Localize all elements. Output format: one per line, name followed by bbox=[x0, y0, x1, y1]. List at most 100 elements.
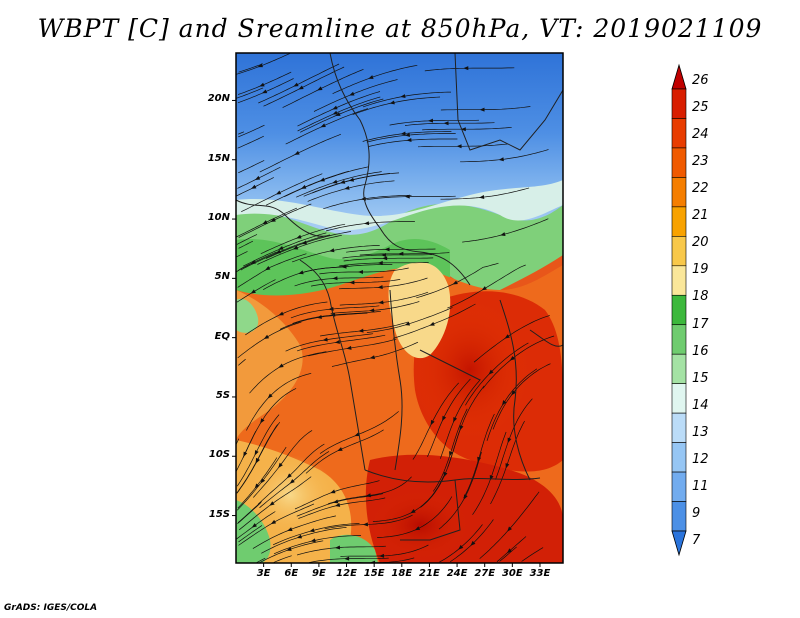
streamline bbox=[292, 310, 381, 324]
streamline bbox=[417, 143, 508, 148]
streamline bbox=[237, 131, 245, 135]
streamline-arrow bbox=[504, 334, 510, 339]
streamline-arrow bbox=[362, 522, 368, 527]
colorbar-top-arrow bbox=[671, 63, 687, 90]
streamline bbox=[265, 170, 349, 206]
streamline-arrow bbox=[459, 425, 464, 431]
streamline bbox=[236, 414, 280, 487]
streamline-arrow bbox=[456, 144, 462, 149]
streamline-arrow bbox=[442, 415, 447, 422]
streamline-arrow bbox=[479, 195, 485, 200]
streamline-arrow bbox=[275, 190, 282, 195]
streamline bbox=[320, 321, 409, 337]
streamline bbox=[416, 262, 499, 299]
streamline-arrow bbox=[332, 179, 338, 184]
streamline-arrow bbox=[337, 447, 343, 452]
streamline bbox=[424, 67, 515, 72]
streamline-arrow bbox=[296, 234, 302, 239]
streamline-arrow bbox=[278, 462, 283, 469]
colorbar-label: 22 bbox=[692, 181, 709, 197]
streamline-arrow bbox=[261, 89, 268, 94]
streamline bbox=[472, 431, 507, 515]
colorbar-segment bbox=[671, 236, 687, 267]
streamline-arrow bbox=[379, 553, 385, 558]
streamline-arrow bbox=[460, 127, 466, 132]
streamline-arrow bbox=[443, 121, 449, 126]
streamline-arrow bbox=[382, 256, 388, 261]
streamline bbox=[308, 338, 397, 357]
streamline-arrow bbox=[243, 451, 248, 457]
streamline-arrow bbox=[377, 285, 383, 290]
streamline bbox=[245, 301, 328, 336]
streamline-arrow bbox=[502, 400, 507, 406]
streamline bbox=[291, 245, 380, 263]
streamline bbox=[440, 187, 530, 200]
streamline-arrow bbox=[458, 544, 464, 550]
streamline bbox=[338, 277, 428, 290]
streamlines bbox=[236, 53, 555, 563]
streamline-arrow bbox=[254, 450, 259, 456]
streamline bbox=[330, 301, 420, 314]
streamline bbox=[496, 536, 527, 562]
streamline-arrow bbox=[344, 556, 350, 561]
streamline bbox=[439, 524, 483, 563]
streamline bbox=[236, 53, 290, 75]
colorbar-segment bbox=[671, 324, 687, 355]
streamline-arrow bbox=[334, 545, 341, 550]
streamline bbox=[290, 305, 380, 319]
streamline bbox=[297, 96, 381, 132]
axis-ticks bbox=[232, 99, 541, 567]
lat-tick-label: 5N bbox=[214, 271, 230, 283]
lat-tick-label: EQ bbox=[214, 330, 230, 342]
streamline-arrow bbox=[287, 527, 293, 531]
lon-tick-label: 6E bbox=[284, 568, 299, 579]
streamline-arrow bbox=[254, 483, 260, 489]
streamline-arrow bbox=[278, 311, 284, 316]
colorbar-label: 7 bbox=[692, 533, 701, 548]
streamline-arrow bbox=[332, 276, 338, 281]
colorbar-segment bbox=[671, 294, 687, 326]
lon-tick-label: 24E bbox=[446, 568, 468, 579]
streamline-arrow bbox=[369, 308, 375, 313]
streamline bbox=[343, 257, 434, 262]
streamline bbox=[257, 443, 325, 505]
streamline bbox=[339, 262, 429, 267]
colorbar-label: 26 bbox=[692, 73, 709, 88]
streamline bbox=[440, 106, 531, 111]
streamline bbox=[521, 547, 544, 562]
streamline bbox=[339, 291, 429, 306]
lat-tick-label: 15S bbox=[208, 508, 230, 520]
streamline-arrow bbox=[430, 419, 435, 426]
streamline bbox=[392, 303, 476, 339]
map-frame bbox=[235, 52, 564, 564]
streamline bbox=[495, 398, 533, 480]
streamline bbox=[236, 87, 264, 99]
streamline-arrow bbox=[270, 519, 277, 525]
colorbar-segment bbox=[671, 383, 687, 414]
country-borders bbox=[236, 53, 563, 541]
streamline bbox=[236, 279, 276, 303]
streamline bbox=[362, 131, 452, 142]
streamline-arrow bbox=[300, 184, 307, 189]
colorbar-label: 20 bbox=[692, 235, 709, 251]
streamline-arrow bbox=[278, 363, 284, 368]
streamline-arrow bbox=[349, 280, 355, 285]
streamline-arrow bbox=[452, 280, 458, 285]
streamline-arrow bbox=[251, 523, 257, 528]
streamline-arrow bbox=[500, 232, 506, 236]
streamline bbox=[372, 475, 445, 522]
colorbar-segment bbox=[671, 353, 687, 384]
streamline bbox=[297, 91, 381, 127]
streamline bbox=[460, 149, 549, 163]
streamline bbox=[427, 378, 471, 457]
streamline bbox=[236, 251, 277, 273]
streamline bbox=[261, 527, 347, 554]
streamline-arrow bbox=[332, 105, 338, 110]
streamline bbox=[298, 497, 386, 519]
streamline-arrow bbox=[463, 66, 469, 71]
streamline-arrow bbox=[488, 369, 494, 375]
streamline bbox=[492, 363, 551, 430]
colorbar-segment bbox=[671, 177, 687, 208]
streamline-arrow bbox=[498, 157, 504, 162]
streamline bbox=[246, 372, 312, 431]
